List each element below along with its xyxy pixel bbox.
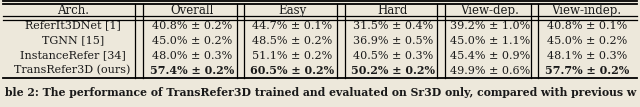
Text: Overall: Overall — [171, 4, 214, 17]
Text: 51.1% ± 0.2%: 51.1% ± 0.2% — [252, 51, 333, 61]
Text: 48.1% ± 0.3%: 48.1% ± 0.3% — [547, 51, 627, 61]
Text: 36.9% ± 0.5%: 36.9% ± 0.5% — [353, 36, 433, 46]
Text: 60.5% ± 0.2%: 60.5% ± 0.2% — [250, 65, 335, 76]
Text: View-indep.: View-indep. — [552, 4, 621, 17]
Text: ReferIt3DNet [1]: ReferIt3DNet [1] — [25, 21, 120, 31]
Text: 45.0% ± 1.1%: 45.0% ± 1.1% — [450, 36, 530, 46]
Text: 57.4% ± 0.2%: 57.4% ± 0.2% — [150, 65, 234, 76]
Text: 39.2% ± 1.0%: 39.2% ± 1.0% — [450, 21, 530, 31]
Text: 44.7% ± 0.1%: 44.7% ± 0.1% — [253, 21, 333, 31]
Text: 48.5% ± 0.2%: 48.5% ± 0.2% — [252, 36, 333, 46]
Text: 45.0% ± 0.2%: 45.0% ± 0.2% — [152, 36, 232, 46]
Text: 40.5% ± 0.3%: 40.5% ± 0.3% — [353, 51, 433, 61]
Text: 50.2% ± 0.2%: 50.2% ± 0.2% — [351, 65, 435, 76]
Text: 45.0% ± 0.2%: 45.0% ± 0.2% — [547, 36, 627, 46]
Text: 48.0% ± 0.3%: 48.0% ± 0.3% — [152, 51, 232, 61]
Text: 40.8% ± 0.1%: 40.8% ± 0.1% — [547, 21, 627, 31]
Text: TransRefer3D (ours): TransRefer3D (ours) — [15, 65, 131, 76]
Text: View-dep.: View-dep. — [460, 4, 519, 17]
Text: 57.7% ± 0.2%: 57.7% ± 0.2% — [545, 65, 628, 76]
Text: InstanceRefer [34]: InstanceRefer [34] — [20, 51, 125, 61]
Text: 40.8% ± 0.2%: 40.8% ± 0.2% — [152, 21, 232, 31]
Text: 45.4% ± 0.9%: 45.4% ± 0.9% — [450, 51, 530, 61]
Text: Easy: Easy — [278, 4, 307, 17]
Text: Arch.: Arch. — [57, 4, 89, 17]
Text: ble 2: The performance of TransRefer3D trained and evaluated on Sr3D only, compa: ble 2: The performance of TransRefer3D t… — [5, 87, 636, 98]
Text: 49.9% ± 0.6%: 49.9% ± 0.6% — [450, 66, 530, 76]
Text: TGNN [15]: TGNN [15] — [42, 36, 104, 46]
Text: Hard: Hard — [378, 4, 408, 17]
Text: 31.5% ± 0.4%: 31.5% ± 0.4% — [353, 21, 433, 31]
